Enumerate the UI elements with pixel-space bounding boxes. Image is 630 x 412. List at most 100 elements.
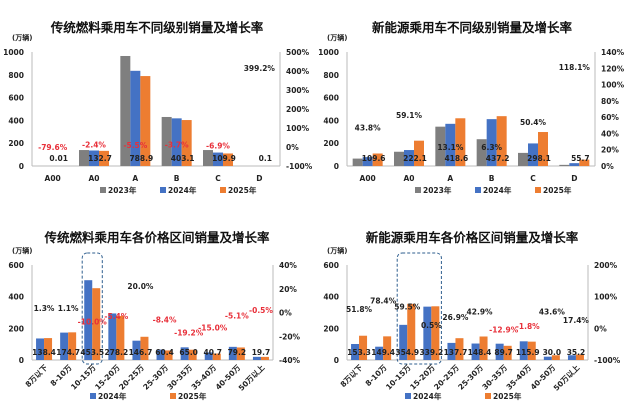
legend-swatch bbox=[100, 187, 106, 193]
value-label: 109.6 bbox=[362, 154, 386, 163]
growth-rate-label: 20.0% bbox=[127, 282, 154, 291]
bar-2024 bbox=[60, 332, 69, 360]
growth-rate-label: -5.1% bbox=[225, 312, 249, 321]
bar-2024 bbox=[130, 70, 141, 166]
legend-swatch bbox=[90, 393, 96, 399]
y-axis-unit: (万辆) bbox=[12, 246, 32, 255]
legend-item[interactable]: 2025年 bbox=[220, 185, 257, 195]
growth-rate-label: 0.5% bbox=[421, 321, 442, 330]
bar-2025 bbox=[496, 116, 507, 166]
growth-rate-label: 43.8% bbox=[355, 123, 382, 132]
value-label: 19.7 bbox=[252, 348, 271, 357]
legend-item[interactable]: 2023年 bbox=[415, 185, 452, 195]
y2-tick-label: -100% bbox=[286, 162, 313, 171]
legend-label: 2023年 bbox=[108, 185, 137, 195]
chart-title: 传统燃料乘用车不同级别销量及增长率 bbox=[50, 20, 264, 35]
bar-2024 bbox=[252, 356, 261, 360]
y2-tick-label: 80% bbox=[601, 97, 619, 106]
value-label: 0.1 bbox=[259, 154, 272, 163]
value-label: 174.7 bbox=[56, 348, 80, 357]
growth-rate-label: 51.8% bbox=[346, 305, 373, 314]
bar-2023 bbox=[79, 150, 89, 166]
x-tick-label: 50万以上 bbox=[236, 362, 267, 393]
bar-2024 bbox=[84, 280, 93, 360]
legend-item[interactable]: 2025年 bbox=[485, 391, 522, 401]
value-label: 437.2 bbox=[486, 154, 510, 163]
bar-2024 bbox=[486, 119, 497, 166]
highlight-box bbox=[396, 252, 442, 365]
value-label: 148.4 bbox=[468, 348, 492, 357]
x-tick-label: 10-15万 bbox=[69, 363, 98, 392]
bar-2025 bbox=[503, 345, 512, 360]
y-tick-label: 400 bbox=[323, 293, 339, 302]
bar-2023 bbox=[559, 164, 570, 166]
x-tick-label: A bbox=[447, 174, 453, 183]
x-tick-label: B bbox=[174, 174, 180, 183]
legend-label: 2024年 bbox=[483, 185, 512, 195]
bar-2024 bbox=[423, 306, 432, 360]
growth-rate-label: 399.2% bbox=[244, 64, 276, 73]
growth-rate-label: -5.4% bbox=[104, 312, 128, 321]
y2-tick-label: 0% bbox=[279, 309, 292, 318]
bar-2023 bbox=[394, 151, 404, 166]
y-axis-unit: (万辆) bbox=[327, 246, 347, 255]
bar-2025 bbox=[223, 153, 233, 166]
bar-2024 bbox=[180, 347, 189, 360]
x-tick-label: D bbox=[571, 174, 577, 183]
value-label: 35.2 bbox=[567, 348, 586, 357]
legend-item[interactable]: 2024年 bbox=[160, 185, 197, 195]
bar-2024 bbox=[204, 352, 213, 360]
y-tick-label: 0 bbox=[334, 162, 339, 171]
y-tick-label: 800 bbox=[8, 71, 24, 80]
bar-2024 bbox=[404, 150, 414, 166]
legend-item[interactable]: 2024年 bbox=[475, 185, 512, 195]
bar-2023 bbox=[161, 116, 172, 166]
bar-2025 bbox=[92, 288, 101, 360]
value-label: 109.9 bbox=[212, 154, 236, 163]
bar-2024 bbox=[471, 343, 480, 360]
bar-2025 bbox=[236, 347, 245, 360]
x-tick-label: 20-25万 bbox=[117, 363, 146, 392]
legend-item[interactable]: 2025年 bbox=[535, 185, 572, 195]
x-tick-label: A00 bbox=[360, 174, 376, 183]
bar-2025 bbox=[372, 153, 383, 166]
value-label: 788.9 bbox=[129, 154, 153, 163]
y2-tick-label: 100% bbox=[286, 124, 310, 133]
x-tick-label: D bbox=[256, 174, 262, 183]
x-tick-label: A bbox=[132, 174, 138, 183]
y2-tick-label: 500% bbox=[286, 48, 310, 57]
bar-2025 bbox=[455, 118, 466, 166]
legend-item[interactable]: 2024年 bbox=[405, 391, 442, 401]
y2-tick-label: 200% bbox=[286, 105, 310, 114]
bar-2024 bbox=[362, 157, 373, 166]
y-tick-label: 800 bbox=[323, 71, 339, 80]
value-label: 89.7 bbox=[494, 348, 513, 357]
value-label: 418.6 bbox=[444, 154, 468, 163]
legend-item[interactable]: 2024年 bbox=[90, 391, 127, 401]
bar-2025 bbox=[431, 306, 440, 360]
y2-tick-label: 40% bbox=[601, 129, 619, 138]
bar-2025 bbox=[212, 353, 221, 360]
y2-tick-label: 120% bbox=[601, 64, 625, 73]
y2-tick-label: -100% bbox=[594, 356, 621, 365]
legend-swatch bbox=[160, 187, 166, 193]
y-tick-label: 0 bbox=[19, 162, 24, 171]
growth-rate-label: -15.0% bbox=[198, 323, 228, 332]
legend-label: 2024年 bbox=[98, 391, 127, 401]
growth-rate-label: 1.3% bbox=[34, 304, 55, 313]
legend-label: 2025年 bbox=[228, 185, 257, 195]
value-label: 453.5 bbox=[80, 348, 104, 357]
legend-item[interactable]: 2025年 bbox=[170, 391, 207, 401]
y-tick-label: 1000 bbox=[318, 48, 339, 57]
bar-2024 bbox=[519, 341, 528, 360]
y2-tick-label: 0% bbox=[286, 143, 299, 152]
value-label: 146.7 bbox=[129, 348, 153, 357]
legend-swatch bbox=[535, 187, 541, 193]
y-tick-label: 0 bbox=[19, 356, 24, 365]
growth-rate-label: 118.1% bbox=[559, 63, 591, 72]
legend-item[interactable]: 2023年 bbox=[100, 185, 137, 195]
bar-2024 bbox=[228, 346, 237, 360]
value-label: 298.1 bbox=[527, 154, 551, 163]
bar-2024 bbox=[445, 123, 456, 166]
